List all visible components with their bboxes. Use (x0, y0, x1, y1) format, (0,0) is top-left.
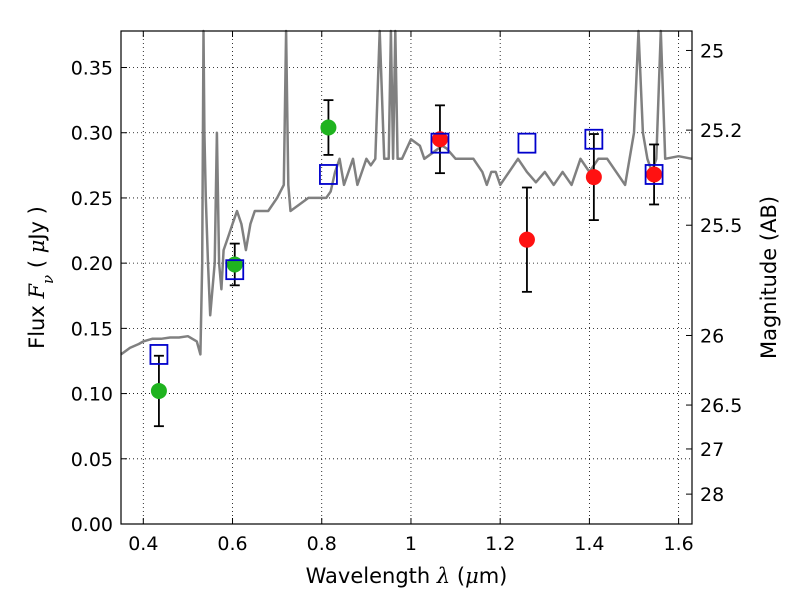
spectrum-line (120, 29, 693, 356)
mag-tick-label: 25.2 (700, 120, 742, 142)
model-photometry-square (149, 344, 169, 365)
model-photometry-square (584, 128, 604, 150)
y-tick-label: 0.20 (71, 253, 113, 275)
mag-tick-label: 25 (700, 40, 724, 62)
model-spectrum (120, 29, 693, 356)
grid-lines (121, 31, 692, 525)
plot-frame (120, 30, 693, 525)
optical-point (320, 119, 337, 136)
x-tick-label: 1.2 (485, 533, 515, 555)
y-tick-label: 0.05 (71, 449, 113, 471)
nir-point (585, 169, 602, 186)
x-tick-label: 1.4 (574, 533, 604, 555)
model-photometry-square (644, 164, 664, 185)
mag-tick-label: 28 (700, 484, 724, 506)
y-axis-label: Flux Fν ( μJy ) (25, 206, 57, 349)
x-tick-label: 0.4 (128, 533, 158, 555)
x-tick-label: 1 (405, 533, 417, 555)
nir-point (518, 231, 535, 248)
y-tick-label: 0.35 (71, 58, 113, 80)
mag-tick-label: 27 (700, 439, 724, 461)
model-photometry-squares (149, 128, 664, 365)
model-photometry-square (225, 259, 245, 281)
y-tick-label: 0.10 (71, 384, 113, 406)
axis-ticks: 0.4 0.6 0.8 1 1.2 1.4 1.6 0.00 0.05 0.10 0.15 0.20 0… (71, 31, 742, 555)
right-axis-label: Magnitude (AB) (757, 196, 781, 359)
mag-tick-label: 25.5 (700, 215, 742, 237)
x-axis-label: Wavelength λ (μm) (306, 564, 508, 588)
nir-point (431, 131, 448, 148)
model-photometry-square (319, 164, 338, 185)
mag-tick-label: 26.5 (700, 395, 742, 417)
model-photometry-square (430, 132, 450, 154)
y-tick-label: 0.25 (71, 188, 113, 210)
y-tick-label: 0.30 (71, 123, 113, 145)
nir-point (646, 166, 663, 183)
photometry-points (150, 119, 663, 399)
mag-tick-label: 26 (700, 325, 724, 347)
x-tick-label: 1.6 (664, 533, 694, 555)
optical-point (150, 382, 167, 399)
model-photometry-square (517, 132, 537, 154)
y-tick-label: 0.00 (71, 514, 113, 536)
optical-point (226, 256, 243, 273)
x-tick-label: 0.6 (217, 533, 247, 555)
y-tick-label: 0.15 (71, 318, 113, 340)
x-tick-label: 0.8 (307, 533, 337, 555)
